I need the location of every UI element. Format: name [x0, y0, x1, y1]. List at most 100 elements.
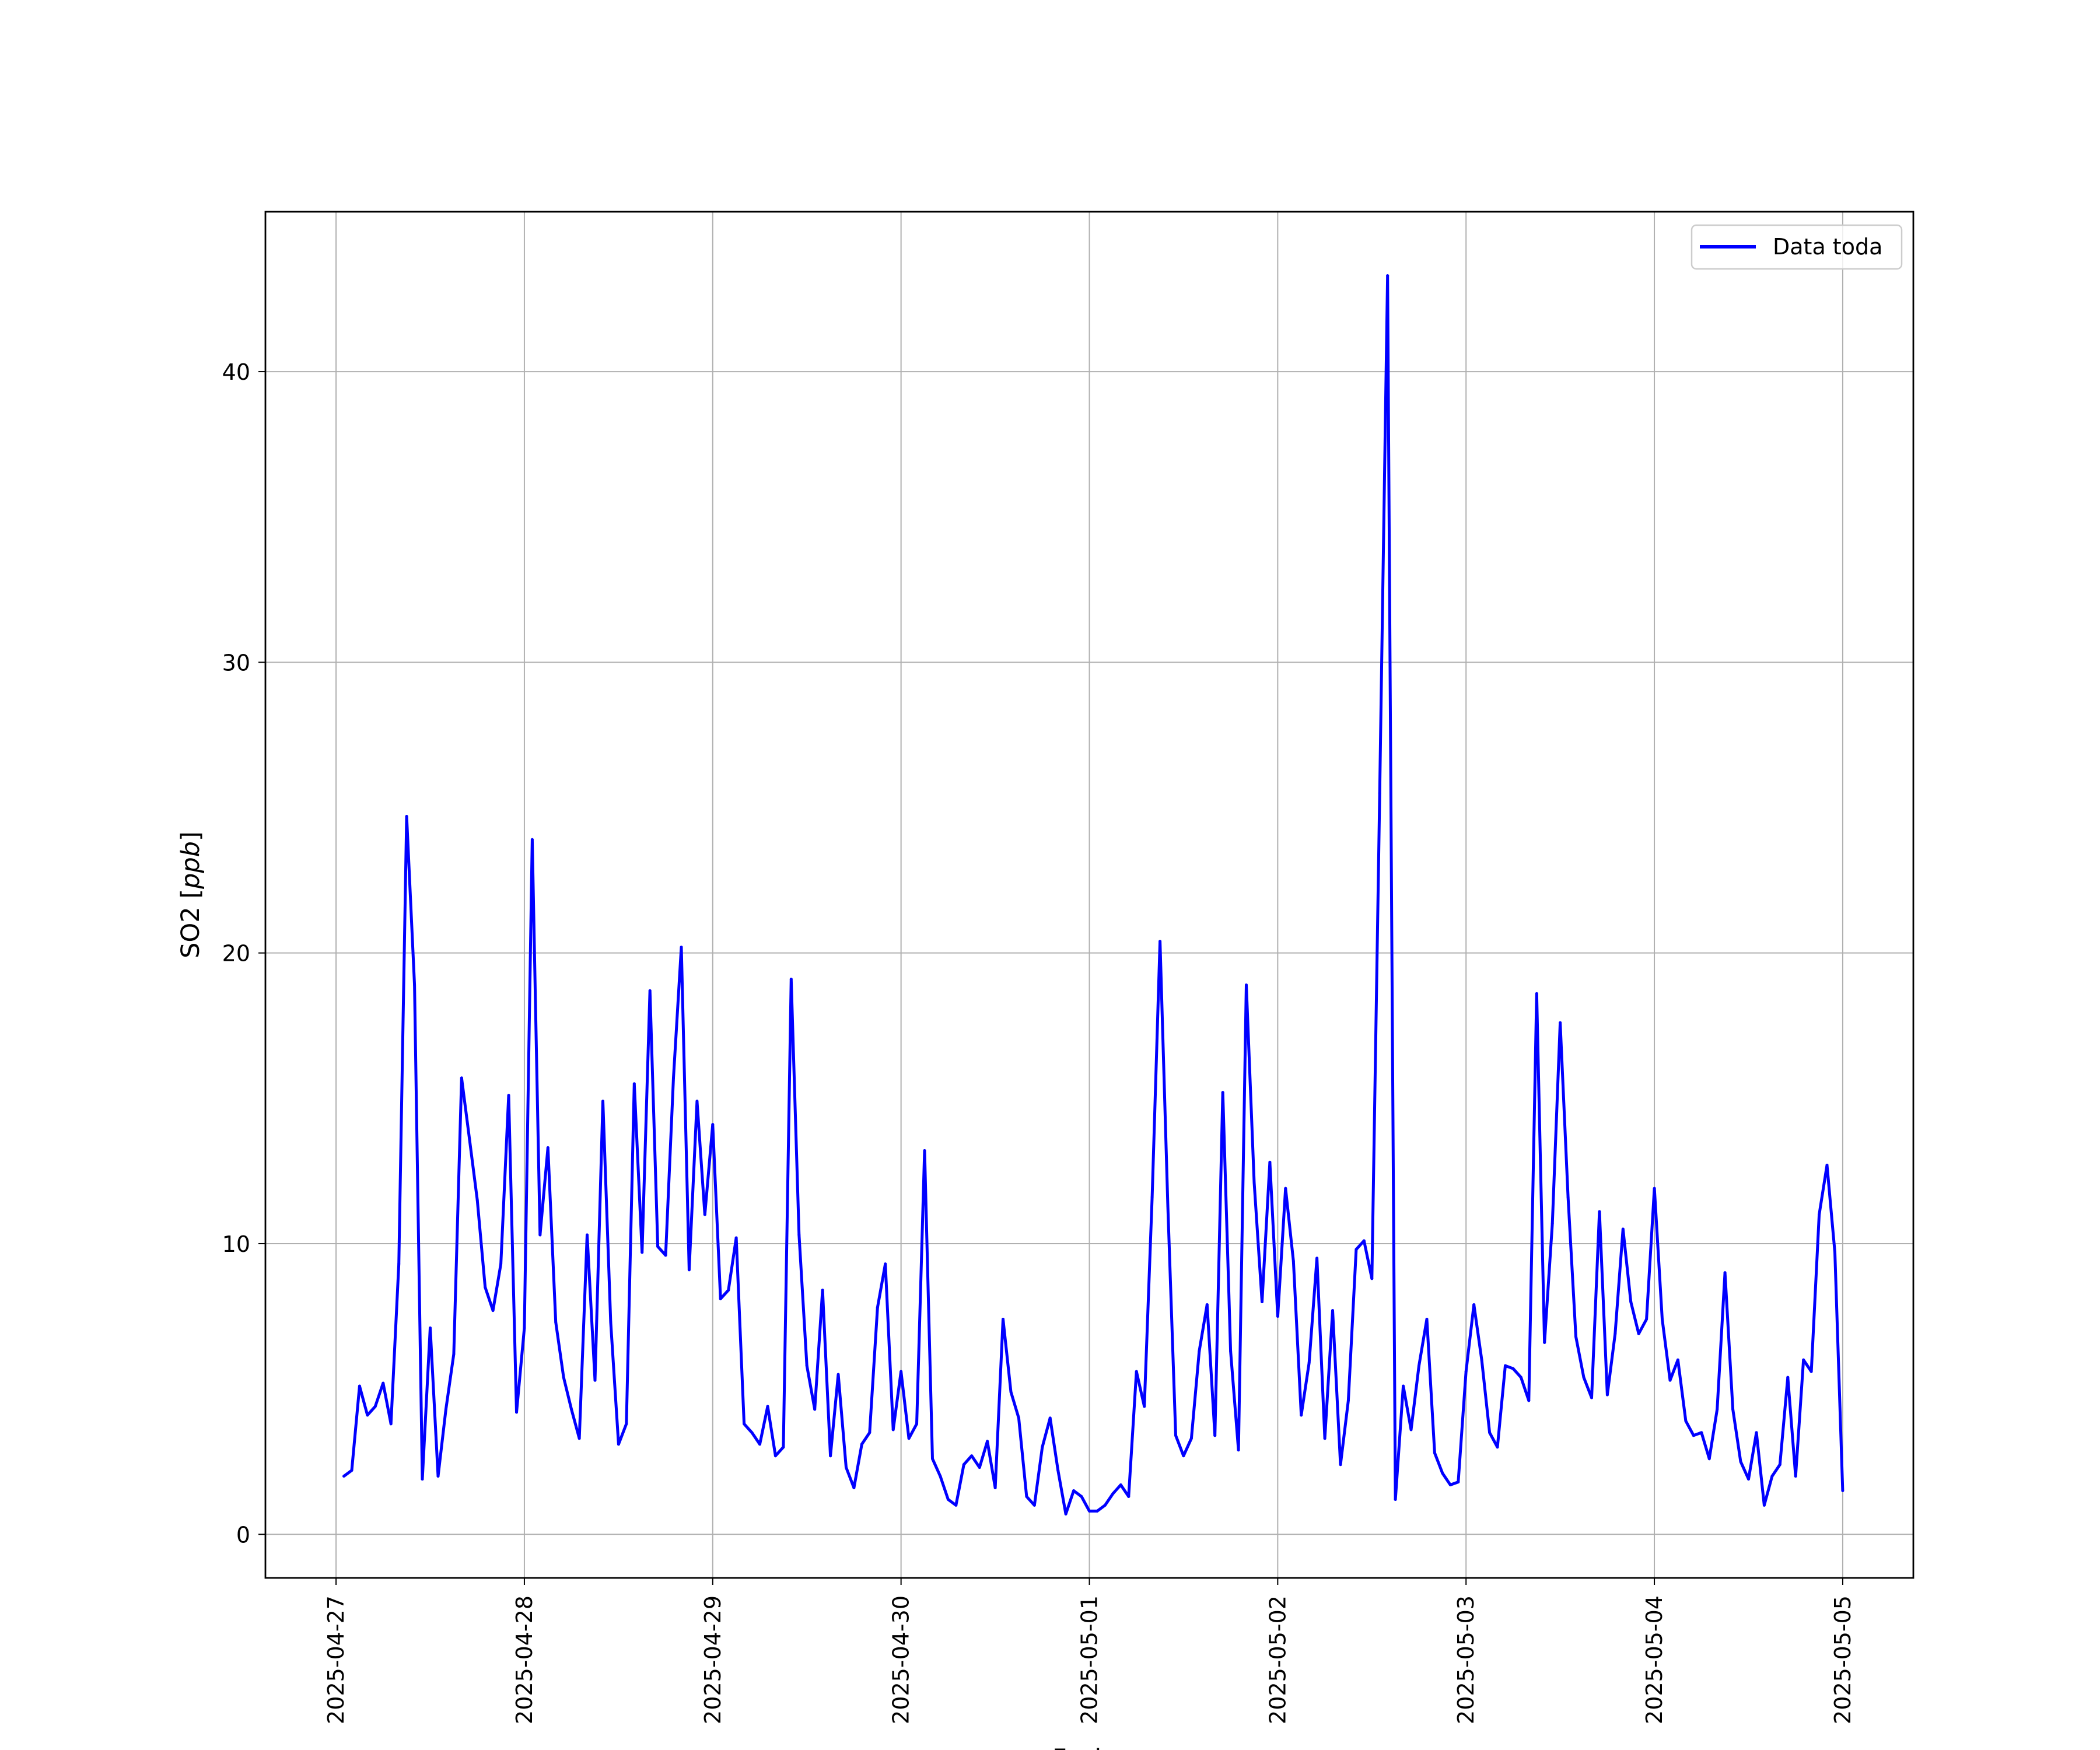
data-point — [373, 1405, 377, 1408]
data-point — [1331, 1309, 1334, 1312]
data-point — [413, 984, 416, 986]
y-tick-label: 40 — [222, 359, 250, 385]
data-point — [1261, 1300, 1264, 1304]
data-point — [1276, 1315, 1279, 1318]
data-point — [939, 1475, 942, 1478]
data-point — [900, 1370, 903, 1373]
data-point — [782, 1446, 785, 1449]
data-point — [734, 1236, 738, 1240]
data-point — [523, 1326, 526, 1329]
data-point — [672, 1076, 675, 1080]
data-point — [1668, 1378, 1672, 1382]
x-axis-label: Fecha — [1052, 1744, 1126, 1750]
data-point — [1307, 1361, 1311, 1364]
y-tick-label: 30 — [222, 650, 250, 676]
data-point — [923, 1149, 926, 1152]
data-point — [852, 1486, 856, 1489]
data-point — [554, 1321, 558, 1324]
data-point — [601, 1100, 604, 1103]
data-point — [1794, 1475, 1797, 1478]
data-point — [1480, 1358, 1483, 1362]
data-point — [625, 1422, 628, 1426]
data-point — [664, 1254, 667, 1257]
data-point — [1072, 1489, 1076, 1492]
data-point — [1017, 1416, 1020, 1420]
data-point — [484, 1286, 487, 1289]
data-point — [468, 1138, 471, 1141]
data-point — [1252, 1181, 1256, 1184]
data-point — [1292, 1259, 1295, 1263]
data-point — [436, 1475, 440, 1478]
data-point — [593, 1378, 597, 1382]
y-tick-label: 0 — [236, 1522, 250, 1548]
data-point — [1755, 1431, 1758, 1434]
data-point — [978, 1466, 981, 1469]
data-point — [907, 1437, 911, 1440]
y-axis-label: SO2 [ppb] — [176, 831, 205, 958]
data-point — [1786, 1376, 1790, 1379]
data-point — [1441, 1472, 1444, 1475]
data-point — [421, 1478, 424, 1481]
data-point — [1002, 1318, 1005, 1321]
data-point — [632, 1082, 636, 1086]
x-tick-label: 2025-04-29 — [700, 1595, 726, 1724]
data-point — [1300, 1413, 1303, 1417]
data-point — [931, 1457, 934, 1461]
data-point — [460, 1076, 463, 1080]
data-point — [507, 1094, 510, 1097]
x-tick-label: 2025-04-27 — [323, 1595, 349, 1724]
data-point — [1135, 1370, 1138, 1373]
x-tick-label: 2025-05-04 — [1642, 1595, 1667, 1724]
data-points — [342, 274, 1845, 1516]
legend-entry-label: Data toda — [1773, 234, 1882, 260]
data-point — [1189, 1437, 1193, 1440]
data-point — [1268, 1160, 1272, 1164]
x-tick-label: 2025-05-05 — [1830, 1595, 1856, 1724]
data-point — [1182, 1454, 1185, 1458]
data-point — [1323, 1437, 1326, 1440]
data-point — [1119, 1483, 1122, 1486]
data-point — [530, 838, 534, 841]
data-point — [915, 1422, 918, 1426]
data-point — [562, 1376, 565, 1379]
data-point — [366, 1413, 369, 1417]
data-point — [1574, 1335, 1577, 1338]
data-point — [1731, 1408, 1735, 1411]
data-point — [1315, 1256, 1319, 1260]
data-point — [1229, 1349, 1233, 1353]
data-point — [1284, 1186, 1287, 1190]
data-point — [1025, 1495, 1028, 1498]
data-point — [1684, 1419, 1688, 1423]
data-point — [1700, 1431, 1703, 1434]
data-point — [389, 1422, 393, 1426]
data-point — [1629, 1300, 1633, 1304]
data-point — [1598, 1210, 1601, 1213]
data-point — [538, 1233, 542, 1237]
data-point — [1150, 1195, 1154, 1199]
data-point — [1559, 1021, 1562, 1024]
data-point — [1825, 1163, 1829, 1167]
data-point — [1346, 1399, 1350, 1402]
x-tick-label: 2025-04-30 — [888, 1595, 914, 1724]
data-point — [546, 1146, 550, 1149]
data-point — [1448, 1483, 1452, 1486]
x-tick-label: 2025-05-03 — [1453, 1595, 1479, 1724]
data-point — [970, 1454, 974, 1458]
data-point — [1378, 792, 1381, 795]
data-point — [1009, 1390, 1013, 1394]
data-point — [1354, 1248, 1358, 1251]
data-point — [1103, 1503, 1107, 1507]
data-point — [1464, 1370, 1468, 1373]
data-point — [876, 1306, 879, 1310]
data-point — [1762, 1503, 1766, 1507]
data-point — [586, 1233, 589, 1237]
data-point — [1707, 1457, 1711, 1461]
data-point — [860, 1443, 863, 1446]
data-point — [397, 1262, 401, 1266]
data-point — [452, 1352, 456, 1356]
data-point — [1088, 1509, 1091, 1513]
data-point — [1237, 1448, 1240, 1452]
data-point — [1605, 1393, 1609, 1396]
data-point — [1362, 1239, 1366, 1242]
data-point — [1472, 1303, 1476, 1307]
